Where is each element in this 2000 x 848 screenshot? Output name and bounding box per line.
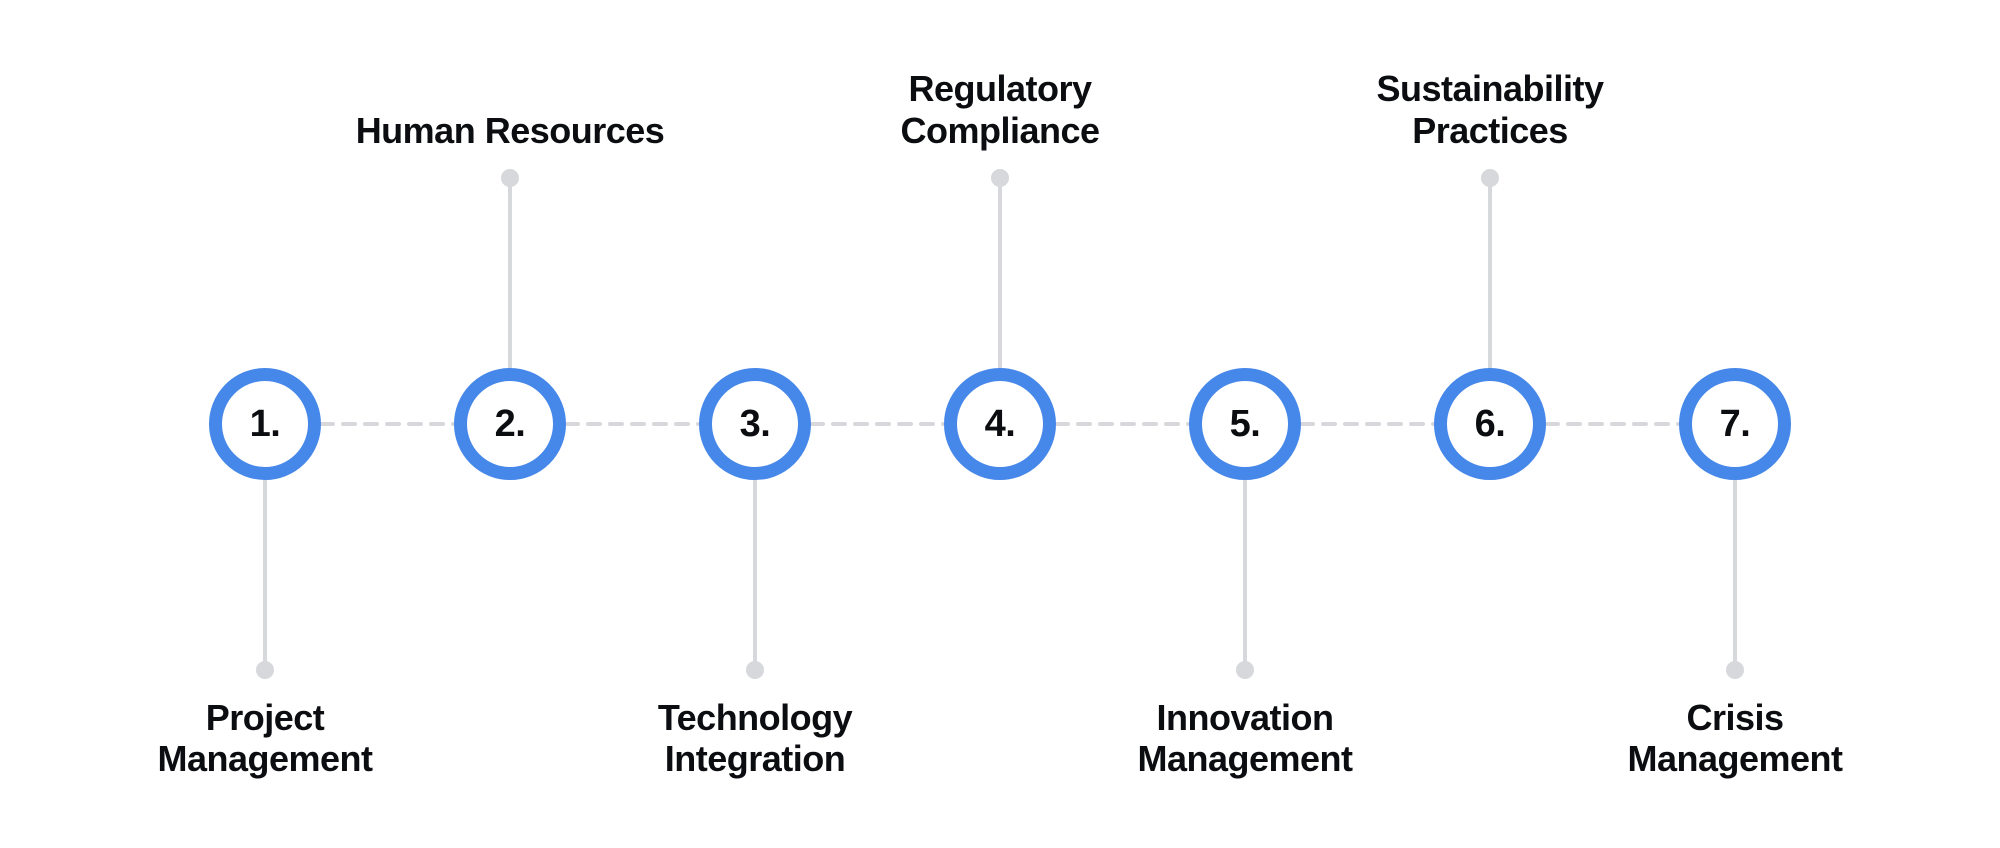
timeline-node: 3. bbox=[699, 368, 811, 480]
stem-line bbox=[1488, 178, 1492, 368]
node-number: 2. bbox=[495, 403, 526, 446]
node-label: Project Management bbox=[105, 697, 425, 780]
node-label: Innovation Management bbox=[1085, 697, 1405, 780]
node-number: 7. bbox=[1720, 403, 1751, 446]
stem-line bbox=[508, 178, 512, 368]
node-number: 1. bbox=[250, 403, 281, 446]
node-number: 5. bbox=[1230, 403, 1261, 446]
stem-line bbox=[263, 480, 267, 670]
node-label: Technology Integration bbox=[595, 697, 915, 780]
node-number: 4. bbox=[985, 403, 1016, 446]
timeline-diagram: 1. Project Management 2. Human Resources 3. T… bbox=[0, 0, 2000, 848]
node-number: 3. bbox=[740, 403, 771, 446]
stem-line bbox=[1733, 480, 1737, 670]
stem-line bbox=[998, 178, 1002, 368]
stem-dot bbox=[991, 169, 1009, 187]
stem-dot bbox=[1481, 169, 1499, 187]
timeline-node: 4. bbox=[944, 368, 1056, 480]
stem-dot bbox=[746, 661, 764, 679]
stem-dot bbox=[1726, 661, 1744, 679]
timeline-node: 6. bbox=[1434, 368, 1546, 480]
timeline-node: 1. bbox=[209, 368, 321, 480]
node-label: Crisis Management bbox=[1575, 697, 1895, 780]
stem-line bbox=[1243, 480, 1247, 670]
node-number: 6. bbox=[1475, 403, 1506, 446]
stem-line bbox=[753, 480, 757, 670]
stem-dot bbox=[1236, 661, 1254, 679]
timeline-node: 7. bbox=[1679, 368, 1791, 480]
stem-dot bbox=[501, 169, 519, 187]
stem-dot bbox=[256, 661, 274, 679]
node-label: Sustainability Practices bbox=[1330, 68, 1650, 151]
timeline-node: 2. bbox=[454, 368, 566, 480]
node-label: Human Resources bbox=[350, 110, 670, 151]
node-label: Regulatory Compliance bbox=[840, 68, 1160, 151]
timeline-node: 5. bbox=[1189, 368, 1301, 480]
